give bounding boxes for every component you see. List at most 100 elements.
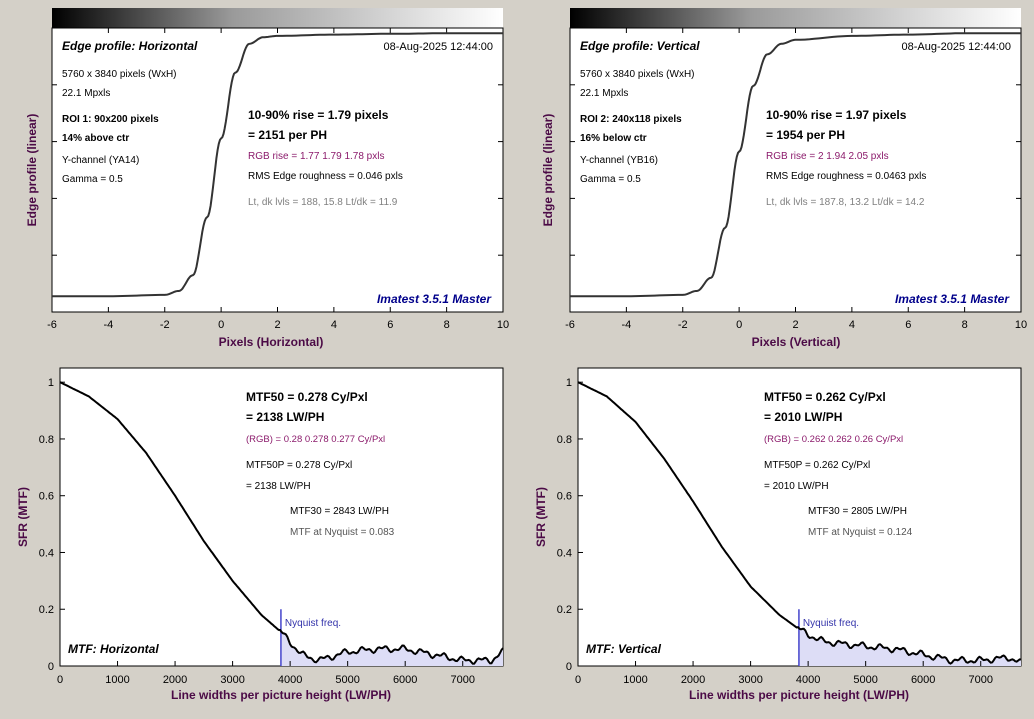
edge-v-info-roi: ROI 2: 240x118 pixels <box>580 114 682 125</box>
mtf-v-nyquist-mtf: MTF at Nyquist = 0.124 <box>808 527 913 538</box>
edge-h-x-tick-label: 0 <box>218 319 224 331</box>
edge-v-x-tick-label: -4 <box>621 319 631 331</box>
mtf-v-mtf50p: MTF50P = 0.262 Cy/Pxl <box>764 460 870 471</box>
edge-h-x-tick-label: 10 <box>497 319 509 331</box>
mtf-h-mtf30: MTF30 = 2843 LW/PH <box>290 506 389 517</box>
mtf-v-mtf50: MTF50 = 0.262 Cy/Pxl <box>764 390 886 404</box>
edge-h-plot-area <box>51 27 504 313</box>
edge-h-x-tick-label: -6 <box>47 319 57 331</box>
edge-h-x-ticks: -6 -4 -2 0 2 4 6 8 10 <box>47 28 509 331</box>
mtf-h-x-tick-label: 2000 <box>163 674 187 686</box>
mtf-v-mtf50-lw: = 2010 LW/PH <box>764 410 842 424</box>
edge-profile-vertical-panel: Edge profile: Vertical 08-Aug-2025 12:44… <box>541 8 1027 349</box>
mtf-v-x-tick-label: 5000 <box>853 674 877 686</box>
edge-v-ylabel: Edge profile (linear) <box>541 114 555 227</box>
edge-v-info-gamma: Gamma = 0.5 <box>580 174 641 185</box>
edge-h-info-gamma: Gamma = 0.5 <box>62 174 123 185</box>
mtf-v-xlabel: Line widths per picture height (LW/PH) <box>689 688 909 702</box>
mtf-h-y-tick-label: 0.4 <box>39 547 54 559</box>
edge-v-timestamp: 08-Aug-2025 12:44:00 <box>902 41 1011 53</box>
edge-v-x-tick-label: 8 <box>962 319 968 331</box>
edge-h-x-tick-label: 4 <box>331 319 337 331</box>
mtf-v-rgb: (RGB) = 0.262 0.262 0.26 Cy/Pxl <box>764 434 903 445</box>
mtf-h-mtf50: MTF50 = 0.278 Cy/Pxl <box>246 390 368 404</box>
edge-v-profile-line <box>570 32 1021 298</box>
mtf-h-nyquist-label: Nyquist freq. <box>285 618 341 629</box>
edge-v-levels: Lt, dk lvls = 187.8, 13.2 Lt/dk = 14.2 <box>766 197 925 208</box>
edge-v-info-mpxls: 22.1 Mpxls <box>580 88 628 99</box>
edge-v-x-tick-label: -2 <box>678 319 688 331</box>
edge-h-rise: 10-90% rise = 1.79 pixels <box>248 108 389 122</box>
edge-h-rgb-rise: RGB rise = 1.77 1.79 1.78 pxls <box>248 151 384 162</box>
mtf-v-x-tick-label: 2000 <box>681 674 705 686</box>
mtf-h-xlabel: Line widths per picture height (LW/PH) <box>171 688 391 702</box>
mtf-v-x-tick-label: 3000 <box>738 674 762 686</box>
mtf-h-x-tick-label: 5000 <box>335 674 359 686</box>
edge-h-info-size: 5760 x 3840 pixels (WxH) <box>62 69 177 80</box>
edge-h-timestamp: 08-Aug-2025 12:44:00 <box>384 41 493 53</box>
edge-v-x-ticks: -6 -4 -2 0 2 4 6 8 10 <box>565 28 1027 331</box>
mtf-h-nyquist-mtf: MTF at Nyquist = 0.083 <box>290 527 395 538</box>
mtf-v-corner-label: MTF: Vertical <box>586 642 662 656</box>
mtf-h-axis-ticks: 0 1000 2000 3000 4000 5000 6000 7000 0 0.2 0.4 0.6 0… <box>39 377 475 686</box>
mtf-h-mtf50-lw: = 2138 LW/PH <box>246 410 324 424</box>
edge-v-rgb-rise: RGB rise = 2 1.94 2.05 pxls <box>766 151 889 162</box>
gray-gradient-bar <box>570 8 1021 28</box>
edge-v-xlabel: Pixels (Vertical) <box>752 335 841 349</box>
mtf-v-y-tick-label: 1 <box>566 377 572 389</box>
edge-h-x-tick-label: 6 <box>387 319 393 331</box>
edge-v-info-channel: Y-channel (YB16) <box>580 155 658 166</box>
edge-profile-horizontal-panel: Edge profile: Horizontal 08-Aug-2025 12:… <box>25 8 509 349</box>
gray-gradient-bar <box>52 8 503 28</box>
edge-v-x-tick-label: 2 <box>792 319 798 331</box>
mtf-v-beyond-nyquist-fill <box>798 628 1021 666</box>
mtf-h-y-tick-label: 0.2 <box>39 604 54 616</box>
mtf-h-beyond-nyquist-fill <box>280 631 503 666</box>
mtf-v-y-tick-label: 0.2 <box>557 604 572 616</box>
mtf-h-y-tick-label: 0.6 <box>39 491 54 503</box>
edge-v-x-tick-label: 6 <box>905 319 911 331</box>
edge-v-x-tick-label: 4 <box>849 319 855 331</box>
mtf-h-y-tick-label: 0.8 <box>39 434 54 446</box>
edge-h-profile-line <box>52 32 503 298</box>
edge-h-info-roi: ROI 1: 90x200 pixels <box>62 114 159 125</box>
mtf-v-mtf50p-lw: = 2010 LW/PH <box>764 481 829 492</box>
mtf-h-y-tick-label: 0 <box>48 661 54 673</box>
mtf-h-y-tick-label: 1 <box>48 377 54 389</box>
edge-h-x-tick-label: -2 <box>160 319 170 331</box>
edge-v-title: Edge profile: Vertical <box>580 39 700 53</box>
edge-h-x-tick-label: 8 <box>444 319 450 331</box>
edge-h-info-mpxls: 22.1 Mpxls <box>62 88 110 99</box>
mtf-vertical-panel: Nyquist freq. MTF50 = 0.262 Cy/Pxl = 201… <box>534 367 1022 702</box>
mtf-v-x-tick-label: 7000 <box>968 674 992 686</box>
mtf-v-y-tick-label: 0.4 <box>557 547 572 559</box>
edge-h-ylabel: Edge profile (linear) <box>25 114 39 227</box>
edge-v-x-tick-label: 10 <box>1015 319 1027 331</box>
mtf-v-nyquist-label: Nyquist freq. <box>803 618 859 629</box>
mtf-v-mtf30: MTF30 = 2805 LW/PH <box>808 506 907 517</box>
edge-h-x-tick-label: -4 <box>103 319 113 331</box>
edge-h-watermark: Imatest 3.5.1 Master <box>377 292 492 306</box>
edge-h-x-tick-label: 2 <box>274 319 280 331</box>
mtf-v-y-tick-label: 0.8 <box>557 434 572 446</box>
mtf-h-corner-label: MTF: Horizontal <box>68 642 159 656</box>
mtf-h-ylabel: SFR (MTF) <box>16 487 30 547</box>
edge-h-roughness: RMS Edge roughness = 0.046 pxls <box>248 171 403 182</box>
mtf-h-mtf50p-lw: = 2138 LW/PH <box>246 481 311 492</box>
edge-v-info-size: 5760 x 3840 pixels (WxH) <box>580 69 695 80</box>
mtf-h-x-tick-label: 4000 <box>278 674 302 686</box>
edge-h-levels: Lt, dk lvls = 188, 15.8 Lt/dk = 11.9 <box>248 197 398 208</box>
edge-v-per-ph: = 1954 per PH <box>766 128 845 142</box>
edge-h-xlabel: Pixels (Horizontal) <box>219 335 324 349</box>
mtf-horizontal-panel: Nyquist freq. MTF50 = 0.278 Cy/Pxl = 213… <box>16 367 504 702</box>
edge-v-x-tick-label: 0 <box>736 319 742 331</box>
mtf-h-x-tick-label: 0 <box>57 674 63 686</box>
mtf-v-axis-ticks: 0 1000 2000 3000 4000 5000 6000 7000 0 0.2 0.4 0.6 0… <box>557 377 993 686</box>
mtf-h-rgb: (RGB) = 0.28 0.278 0.277 Cy/Pxl <box>246 434 385 445</box>
edge-h-info-channel: Y-channel (YA14) <box>62 155 139 166</box>
edge-h-info-location: 14% above ctr <box>62 133 129 144</box>
mtf-v-y-tick-label: 0.6 <box>557 491 572 503</box>
mtf-v-y-tick-label: 0 <box>566 661 572 673</box>
edge-v-info-location: 16% below ctr <box>580 133 647 144</box>
